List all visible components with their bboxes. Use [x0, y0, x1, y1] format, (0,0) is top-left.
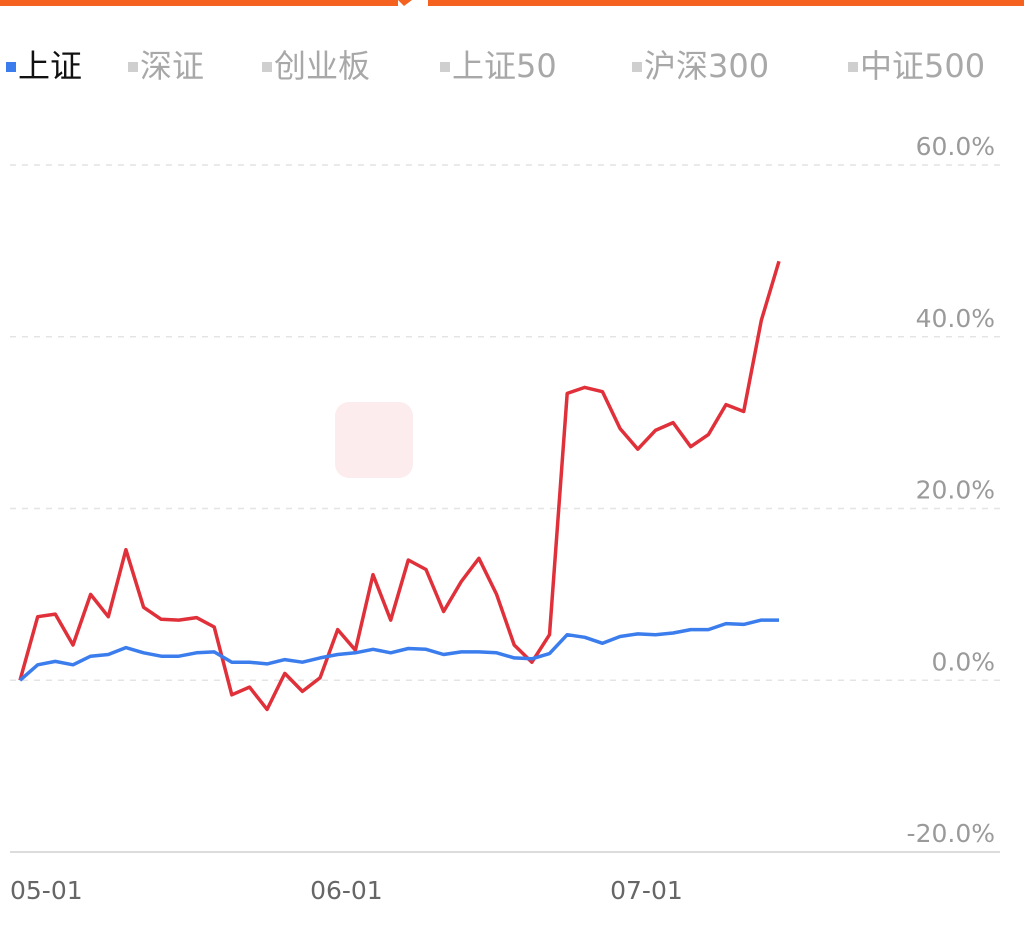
top-bar — [428, 0, 1024, 6]
legend-item[interactable]: 上证 — [6, 47, 82, 85]
legend-item[interactable]: 上证50 — [440, 47, 557, 85]
legend-swatch — [262, 62, 272, 72]
legend-swatch — [128, 62, 138, 72]
x-tick-label: 05-01 — [10, 876, 83, 905]
series-line — [18, 260, 781, 712]
legend-swatch — [632, 62, 642, 72]
x-tick-label: 06-01 — [310, 876, 383, 905]
y-tick-label: 40.0% — [916, 304, 995, 333]
legend-item[interactable]: 中证500 — [848, 47, 985, 85]
top-bar-notch — [398, 0, 412, 6]
watermark — [335, 402, 413, 478]
y-tick-label: 60.0% — [916, 132, 995, 161]
x-tick-label: 07-01 — [610, 876, 683, 905]
legend-item[interactable]: 深证 — [128, 47, 204, 85]
watermark-logo — [335, 402, 413, 478]
y-tick-label: -20.0% — [907, 819, 995, 848]
legend-item[interactable]: 沪深300 — [632, 47, 769, 85]
legend-label: 上证50 — [452, 47, 557, 85]
series-line — [18, 618, 779, 682]
legend-label: 上证 — [18, 47, 82, 85]
legend-label: 创业板 — [274, 47, 370, 85]
legend-label: 中证500 — [860, 47, 985, 85]
legend-item[interactable]: 创业板 — [262, 47, 370, 85]
y-tick-label: 0.0% — [931, 647, 995, 676]
legend-label: 深证 — [140, 47, 204, 85]
legend-swatch — [440, 62, 450, 72]
y-tick-label: 20.0% — [916, 476, 995, 505]
legend-swatch — [6, 62, 16, 72]
top-bar — [0, 0, 398, 6]
legend-label: 沪深300 — [644, 47, 769, 85]
legend-swatch — [848, 62, 858, 72]
